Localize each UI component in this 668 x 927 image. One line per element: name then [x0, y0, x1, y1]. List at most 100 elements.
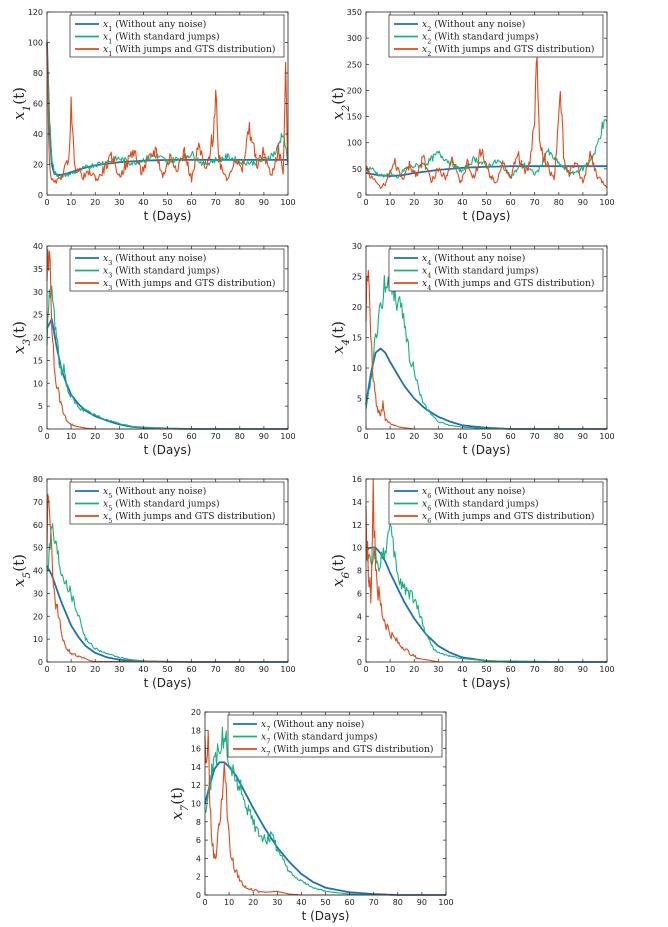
legend-entry: x6 (With jumps and GTS distribution) [422, 511, 594, 525]
y-tick-label: 4 [196, 854, 201, 863]
x-axis-label: t (Days) [144, 443, 192, 457]
chart-panel-x7: 0 10 20 30 40 50 60 70 80 90 100 0 2 4 6 8 10 12 14 16 18 20 t… [168, 708, 454, 923]
x-tick-label: 60 [187, 432, 197, 441]
x-tick-label: 70 [211, 432, 221, 441]
y-tick-label: 50 [33, 544, 43, 553]
y-tick-label: 70 [33, 498, 43, 507]
x-tick-label: 50 [162, 198, 172, 207]
x-tick-label: 100 [280, 665, 295, 674]
x-tick-label: 100 [599, 665, 614, 674]
x-tick-label: 60 [345, 898, 355, 907]
legend-entry: x6 (With standard jumps) [422, 499, 539, 513]
x-tick-label: 10 [66, 665, 76, 674]
legend-entry: x2 (With standard jumps) [422, 32, 539, 46]
y-axis-label-group: x7(t) [168, 787, 191, 820]
x-tick-label: 20 [248, 898, 258, 907]
y-axis-label: x4(t) [329, 321, 352, 354]
legend-entry: x5 (With jumps and GTS distribution) [103, 511, 275, 525]
y-tick-label: 20 [33, 334, 43, 343]
y-tick-label: 25 [33, 311, 43, 320]
y-tick-label: 14 [191, 763, 201, 772]
y-tick-label: 0 [196, 891, 201, 900]
x-tick-label: 90 [259, 198, 269, 207]
y-axis-label: x1(t) [10, 87, 33, 120]
x-tick-label: 40 [138, 665, 148, 674]
series-line-no_noise [365, 347, 607, 430]
chart-panel-x3: 0 10 20 30 40 50 60 70 80 90 100 0 5 10 15 20 25 30 35 40 t … [10, 242, 296, 457]
x-tick-label: 60 [506, 432, 516, 441]
y-tick-label: 30 [352, 242, 362, 251]
y-axis-label-group: x3(t) [10, 321, 33, 354]
legend-entry: x4 (With jumps and GTS distribution) [422, 278, 594, 292]
y-tick-label: 30 [33, 589, 43, 598]
legend-entry: x4 (With standard jumps) [422, 266, 539, 280]
y-tick-label: 350 [347, 8, 362, 17]
y-tick-label: 20 [33, 161, 43, 170]
y-tick-label: 30 [33, 288, 43, 297]
y-tick-label: 20 [352, 303, 362, 312]
legend-entry: x7 (With standard jumps) [261, 732, 378, 746]
x-tick-label: 100 [280, 432, 295, 441]
x-tick-label: 30 [114, 432, 124, 441]
chart-panel-x1: 0 10 20 30 40 50 60 70 80 90 100 0 20 40 60 80 100 120 t (… [10, 8, 296, 223]
legend-entry: x3 (With standard jumps) [103, 266, 220, 280]
series-line-no_noise [365, 546, 607, 663]
x-tick-label: 80 [235, 665, 245, 674]
y-tick-label: 200 [347, 86, 362, 95]
legend-box [69, 481, 285, 525]
series-line-no_noise [365, 165, 607, 178]
x-tick-label: 0 [363, 198, 368, 207]
legend-box [69, 14, 285, 58]
x-tick-label: 90 [417, 898, 427, 907]
y-tick-label: 40 [33, 242, 43, 251]
x-tick-label: 80 [235, 432, 245, 441]
x-tick-label: 30 [433, 198, 443, 207]
legend-entry: x5 (With standard jumps) [103, 499, 220, 513]
x-tick-label: 30 [433, 665, 443, 674]
x-tick-label: 10 [66, 198, 76, 207]
chart-panel-x2: 0 10 20 30 40 50 60 70 80 90 100 0 50 100 150 200 250 300… [329, 8, 615, 223]
x-tick-label: 20 [90, 198, 100, 207]
series-line-gts_jumps [365, 56, 607, 189]
x-tick-label: 70 [211, 198, 221, 207]
legend-entry: x3 (Without any noise) [103, 253, 206, 267]
x-tick-label: 40 [457, 665, 467, 674]
legend-entry: x3 (With jumps and GTS distribution) [103, 278, 275, 292]
x-tick-label: 10 [385, 665, 395, 674]
y-tick-label: 120 [28, 8, 43, 17]
x-tick-label: 0 [202, 898, 207, 907]
series-line-gts_jumps [46, 39, 289, 184]
x-tick-label: 50 [162, 665, 172, 674]
x-tick-label: 20 [409, 432, 419, 441]
y-tick-label: 0 [38, 425, 43, 434]
x-tick-label: 80 [393, 898, 403, 907]
y-tick-label: 10 [33, 379, 43, 388]
x-tick-label: 90 [578, 665, 588, 674]
x-tick-label: 60 [187, 665, 197, 674]
x-tick-label: 70 [530, 665, 540, 674]
legend-box [388, 248, 604, 292]
x-tick-label: 20 [409, 665, 419, 674]
chart-panel-x4: 0 10 20 30 40 50 60 70 80 90 100 0 5 10 15 20 25 30 t (Day… [329, 242, 615, 457]
y-tick-label: 12 [352, 521, 362, 530]
x-tick-label: 80 [554, 432, 564, 441]
y-tick-label: 10 [33, 635, 43, 644]
y-tick-label: 0 [357, 425, 362, 434]
y-axis-label: x2(t) [329, 87, 352, 120]
y-tick-label: 0 [357, 191, 362, 200]
legend-box [69, 248, 285, 292]
legend-entry: x1 (With jumps and GTS distribution) [103, 44, 275, 58]
y-tick-label: 0 [38, 658, 43, 667]
x-axis-label: t (Days) [302, 909, 350, 923]
x-tick-label: 0 [44, 198, 49, 207]
y-tick-label: 50 [352, 165, 362, 174]
y-axis-label-group: x4(t) [329, 321, 352, 354]
x-tick-label: 40 [457, 432, 467, 441]
y-tick-label: 80 [33, 475, 43, 484]
y-axis-label: x5(t) [10, 554, 33, 587]
x-tick-label: 0 [363, 665, 368, 674]
y-tick-label: 5 [38, 402, 43, 411]
y-tick-label: 18 [191, 726, 201, 735]
y-tick-label: 80 [33, 69, 43, 78]
legend-entry: x4 (Without any noise) [422, 253, 525, 267]
